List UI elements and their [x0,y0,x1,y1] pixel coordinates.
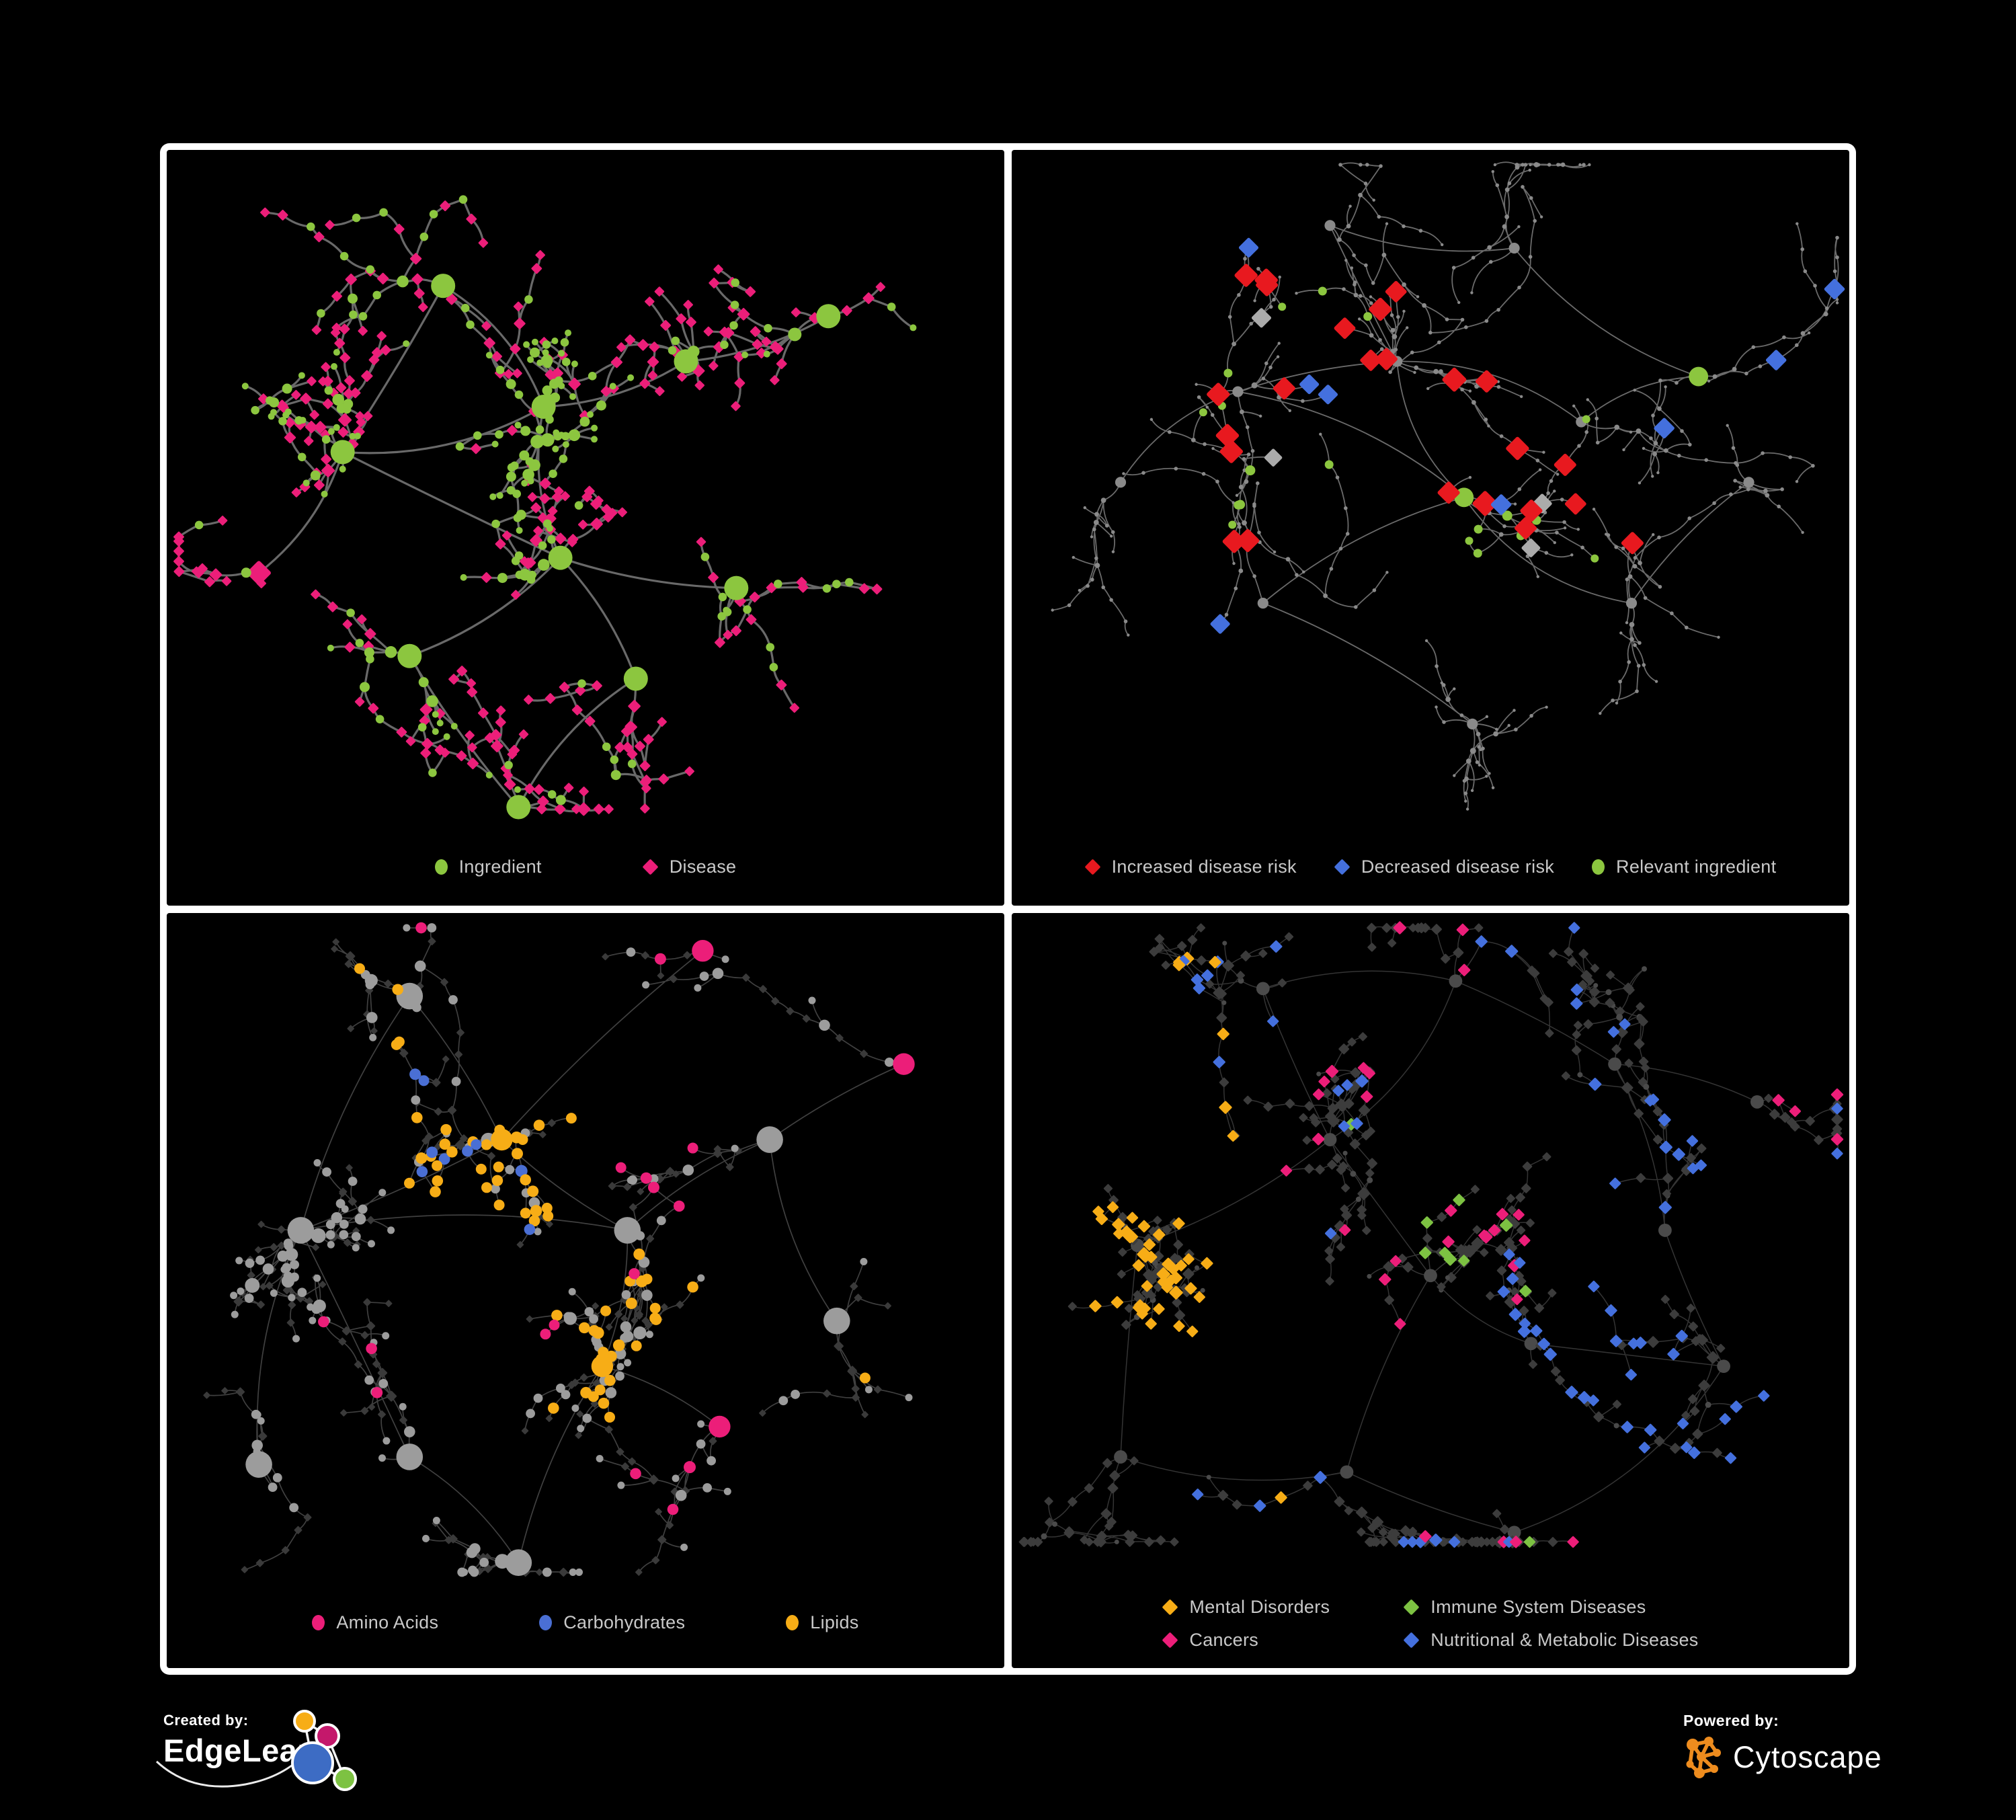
legend-label: Carbohydrates [563,1612,686,1632]
legend-disease-categories: Mental Disorders Immune System Diseases Ca… [1012,1597,1849,1651]
edgeleap-credit: Created by: EdgeLeap [155,1710,357,1791]
figure-grid: Ingredient Disease Increased disease risk… [160,143,1856,1675]
legend-item-amino-acids: Amino Acids [312,1612,438,1633]
panel-ingredient-disease: Ingredient Disease [167,150,1004,906]
legend-label: Relevant ingredient [1616,856,1777,877]
legend-item-lipids: Lipids [786,1612,858,1633]
circle-swatch-icon [539,1615,553,1630]
circle-swatch-icon [1592,859,1605,875]
ingredient-categories-network-svg [203,922,915,1577]
diamond-swatch-icon [1084,858,1101,875]
legend-item-increased-disease-risk: Increased disease risk [1084,856,1297,877]
legend-label: Mental Disorders [1189,1597,1330,1617]
diamond-swatch-icon [642,858,659,875]
legend-item-disease: Disease [642,856,737,877]
diamond-swatch-icon [1334,858,1350,875]
legend-label: Lipids [810,1612,859,1632]
cytoscape-credit: Powered by: Cytoscape [1683,1712,1882,1780]
diamond-swatch-icon [1403,1632,1420,1649]
edgeleap-network-icon [291,1710,357,1791]
cytoscape-wordmark: Cytoscape [1733,1740,1882,1774]
circle-swatch-icon [434,859,448,875]
powered-by-label: Powered by: [1683,1712,1779,1729]
panel-disease-risk: Increased disease risk Decreased disease … [1012,150,1849,906]
legend-disease-risk: Increased disease risk Decreased disease … [1012,857,1849,877]
ingredient-disease-network-svg [173,195,917,820]
cytoscape-icon [1686,1737,1721,1778]
legend-item-relevant-ingredient: Relevant ingredient [1592,857,1776,877]
legend-item-nutritional-metabolic-diseases: Nutritional & Metabolic Diseases [1403,1630,1699,1651]
legend-ingredient-disease: Ingredient Disease [167,857,1004,877]
diamond-swatch-icon [1162,1599,1178,1616]
diamond-swatch-icon [1162,1632,1178,1649]
legend-label: Increased disease risk [1111,856,1297,877]
legend-label: Ingredient [458,856,542,877]
created-by-label: Created by: [163,1712,249,1729]
legend-label: Decreased disease risk [1361,856,1555,877]
legend-item-immune-system-diseases: Immune System Diseases [1403,1597,1698,1618]
legend-label: Disease [669,856,737,877]
legend-item-mental-disorders: Mental Disorders [1162,1597,1330,1618]
legend-item-cancers: Cancers [1162,1630,1330,1651]
legend-ingredient-categories: Amino Acids Carbohydrates Lipids [167,1612,1004,1633]
panel-ingredient-categories: Amino Acids Carbohydrates Lipids [167,912,1004,1668]
diamond-swatch-icon [1403,1599,1420,1616]
circle-swatch-icon [312,1615,325,1630]
legend-label: Cancers [1189,1630,1259,1650]
legend-item-decreased-disease-risk: Decreased disease risk [1334,857,1554,877]
legend-item-carbohydrates: Carbohydrates [539,1612,685,1633]
disease-categories-network-svg [1018,920,1844,1548]
legend-label: Immune System Diseases [1430,1597,1646,1617]
legend-label: Amino Acids [336,1612,439,1632]
disease-risk-network-svg [1051,161,1845,811]
legend-item-ingredient: Ingredient [434,856,542,877]
legend-label: Nutritional & Metabolic Diseases [1430,1630,1699,1650]
panel-disease-categories: Mental Disorders Immune System Diseases Ca… [1012,912,1849,1668]
circle-swatch-icon [786,1615,799,1630]
